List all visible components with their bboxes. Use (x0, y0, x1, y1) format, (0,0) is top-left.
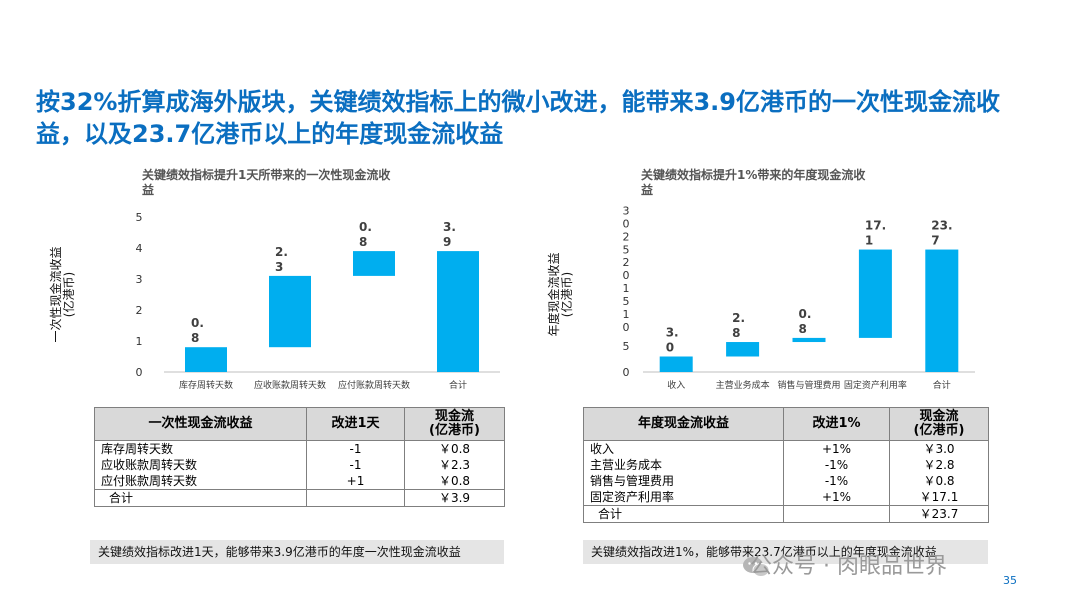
chart2: 年度现金流收益(亿港币) 0 5 1 01 52 02 53 0 3. 0 收入 2. 8 主营业务成本 0.… (546, 205, 975, 391)
chart1-title: 关键绩效指标提升1天所带来的一次性现金流收 益 (142, 168, 391, 197)
x-tick-label: 应付账款周转天数 (338, 379, 410, 391)
table2-row-value: ￥3.0 (889, 440, 989, 457)
table-row: 销售与管理费用 -1% ￥0.8 (583, 473, 989, 489)
table1-header-cashflow: 现金流 (亿港币) (404, 407, 505, 441)
bar (659, 356, 693, 372)
table2-total-change (783, 505, 890, 523)
table-row: 主营业务成本 -1% ￥2.8 (583, 457, 989, 473)
table2-header-label: 年度现金流收益 (583, 407, 784, 441)
bar (269, 275, 311, 348)
x-tick-label: 主营业务成本 (716, 379, 770, 391)
table2-row-change: -1% (783, 473, 890, 489)
data-label: 0. 8 (799, 307, 812, 336)
table1-header-change: 改进1天 (306, 407, 405, 441)
data-label: 0. 8 (359, 220, 372, 249)
data-label: 2. 3 (275, 245, 288, 274)
table2-row-value: ￥0.8 (889, 473, 989, 489)
data-label: 0. 8 (191, 316, 204, 345)
watermark: 公众号 · 肉眼品世界 (750, 554, 947, 579)
y-axis-label: 一次性现金流收益(亿港币) (48, 246, 76, 342)
table-row: 固定资产利用率 +1% ￥17.1 (583, 489, 989, 506)
data-label: 3. 9 (443, 220, 456, 249)
table1-row-value: ￥0.8 (404, 473, 505, 490)
x-tick-label: 合计 (449, 379, 467, 391)
table1-row-label: 应付账款周转天数 (94, 473, 307, 490)
table1: 一次性现金流收益 改进1天 现金流 (亿港币) 库存周转天数 -1 ￥0.8 应… (94, 407, 505, 507)
x-tick-label: 固定资产利用率 (844, 379, 907, 391)
bar (792, 337, 826, 343)
data-label: 3. 0 (666, 326, 679, 355)
table2-row-value: ￥17.1 (889, 489, 989, 506)
data-label: 23. 7 (931, 219, 952, 248)
chart2-title: 关键绩效指标提升1%带来的年度现金流收 益 (641, 168, 866, 197)
bar (858, 249, 892, 338)
y-tick-label: 0 (136, 366, 143, 379)
table2-row-label: 收入 (583, 440, 784, 457)
table-row: 应收账款周转天数 -1 ￥2.3 (94, 457, 505, 473)
y-tick-label: 1 (136, 335, 143, 348)
table-row: 收入 +1% ￥3.0 (583, 440, 989, 457)
table2: 年度现金流收益 改进1% 现金流 (亿港币) 收入 +1% ￥3.0 主营业务成… (583, 407, 989, 523)
table1-row-value: ￥2.3 (404, 457, 505, 473)
x-tick-label: 合计 (933, 379, 951, 391)
table2-header-change: 改进1% (783, 407, 890, 441)
table2-row-label: 固定资产利用率 (583, 489, 784, 506)
table1-total-label: 合计 (94, 489, 307, 507)
table1-row-change: -1 (306, 440, 405, 457)
chart1: 一次性现金流收益(亿港币) 0 1 2 3 4 5 0. 8 库存周转天数 2. 3 应收账款周转天数 0… (48, 211, 500, 391)
table2-header-row: 年度现金流收益 改进1% 现金流 (亿港币) (583, 407, 989, 441)
y-tick-label: 0 (623, 366, 630, 379)
y-tick-label: 4 (136, 242, 143, 255)
bar (185, 347, 227, 372)
y-tick-label: 3 (136, 273, 143, 286)
table2-row-change: -1% (783, 457, 890, 473)
table2-header-cashflow: 现金流 (亿港币) (889, 407, 989, 441)
page-title: 按32%折算成海外版块，关键绩效指标上的微小改进，能带来3.9亿港币的一次性现金… (36, 88, 1000, 148)
note1: 关键绩效指标改进1天，能够带来3.9亿港币的年度一次性现金流收益 (90, 540, 504, 564)
data-label: 2. 8 (732, 311, 745, 340)
wechat-icon (743, 557, 770, 577)
table-row: 库存周转天数 -1 ￥0.8 (94, 440, 505, 457)
data-label: 17. 1 (865, 219, 886, 248)
table1-row-change: -1 (306, 457, 405, 473)
bar (726, 342, 760, 357)
page-number: 35 (1003, 574, 1017, 587)
bar (925, 249, 959, 372)
table2-total-value: ￥23.7 (889, 505, 989, 523)
y-tick-label: 5 (136, 211, 143, 224)
table1-row-label: 库存周转天数 (94, 440, 307, 457)
table1-total-change (306, 489, 405, 507)
bar (437, 251, 479, 372)
table-row: 应付账款周转天数 +1 ￥0.8 (94, 473, 505, 490)
table1-header-label: 一次性现金流收益 (94, 407, 307, 441)
y-axis-label: 年度现金流收益(亿港币) (546, 252, 574, 336)
table1-row-change: +1 (306, 473, 405, 490)
table2-row-label: 主营业务成本 (583, 457, 784, 473)
x-tick-label: 收入 (667, 379, 685, 391)
note2: 关键绩效指改进1%，能够带来23.7亿港币以上的年度现金流收益 (583, 540, 988, 564)
table1-total-row: 合计 ￥3.9 (94, 489, 505, 507)
table1-total-value: ￥3.9 (404, 489, 505, 507)
table2-row-change: +1% (783, 489, 890, 506)
table1-row-value: ￥0.8 (404, 440, 505, 457)
table2-row-value: ￥2.8 (889, 457, 989, 473)
table2-row-change: +1% (783, 440, 890, 457)
table2-total-label: 合计 (583, 505, 784, 523)
y-tick-label: 2 (136, 304, 143, 317)
table2-total-row: 合计 ￥23.7 (583, 505, 989, 523)
table1-row-label: 应收账款周转天数 (94, 457, 307, 473)
table1-header-row: 一次性现金流收益 改进1天 现金流 (亿港币) (94, 407, 505, 441)
x-tick-label: 库存周转天数 (179, 379, 233, 391)
bar (353, 251, 395, 276)
table2-row-label: 销售与管理费用 (583, 473, 784, 489)
y-tick-label: 5 (623, 340, 630, 353)
x-tick-label: 销售与管理费用 (777, 379, 840, 391)
x-tick-label: 应收账款周转天数 (254, 379, 326, 391)
